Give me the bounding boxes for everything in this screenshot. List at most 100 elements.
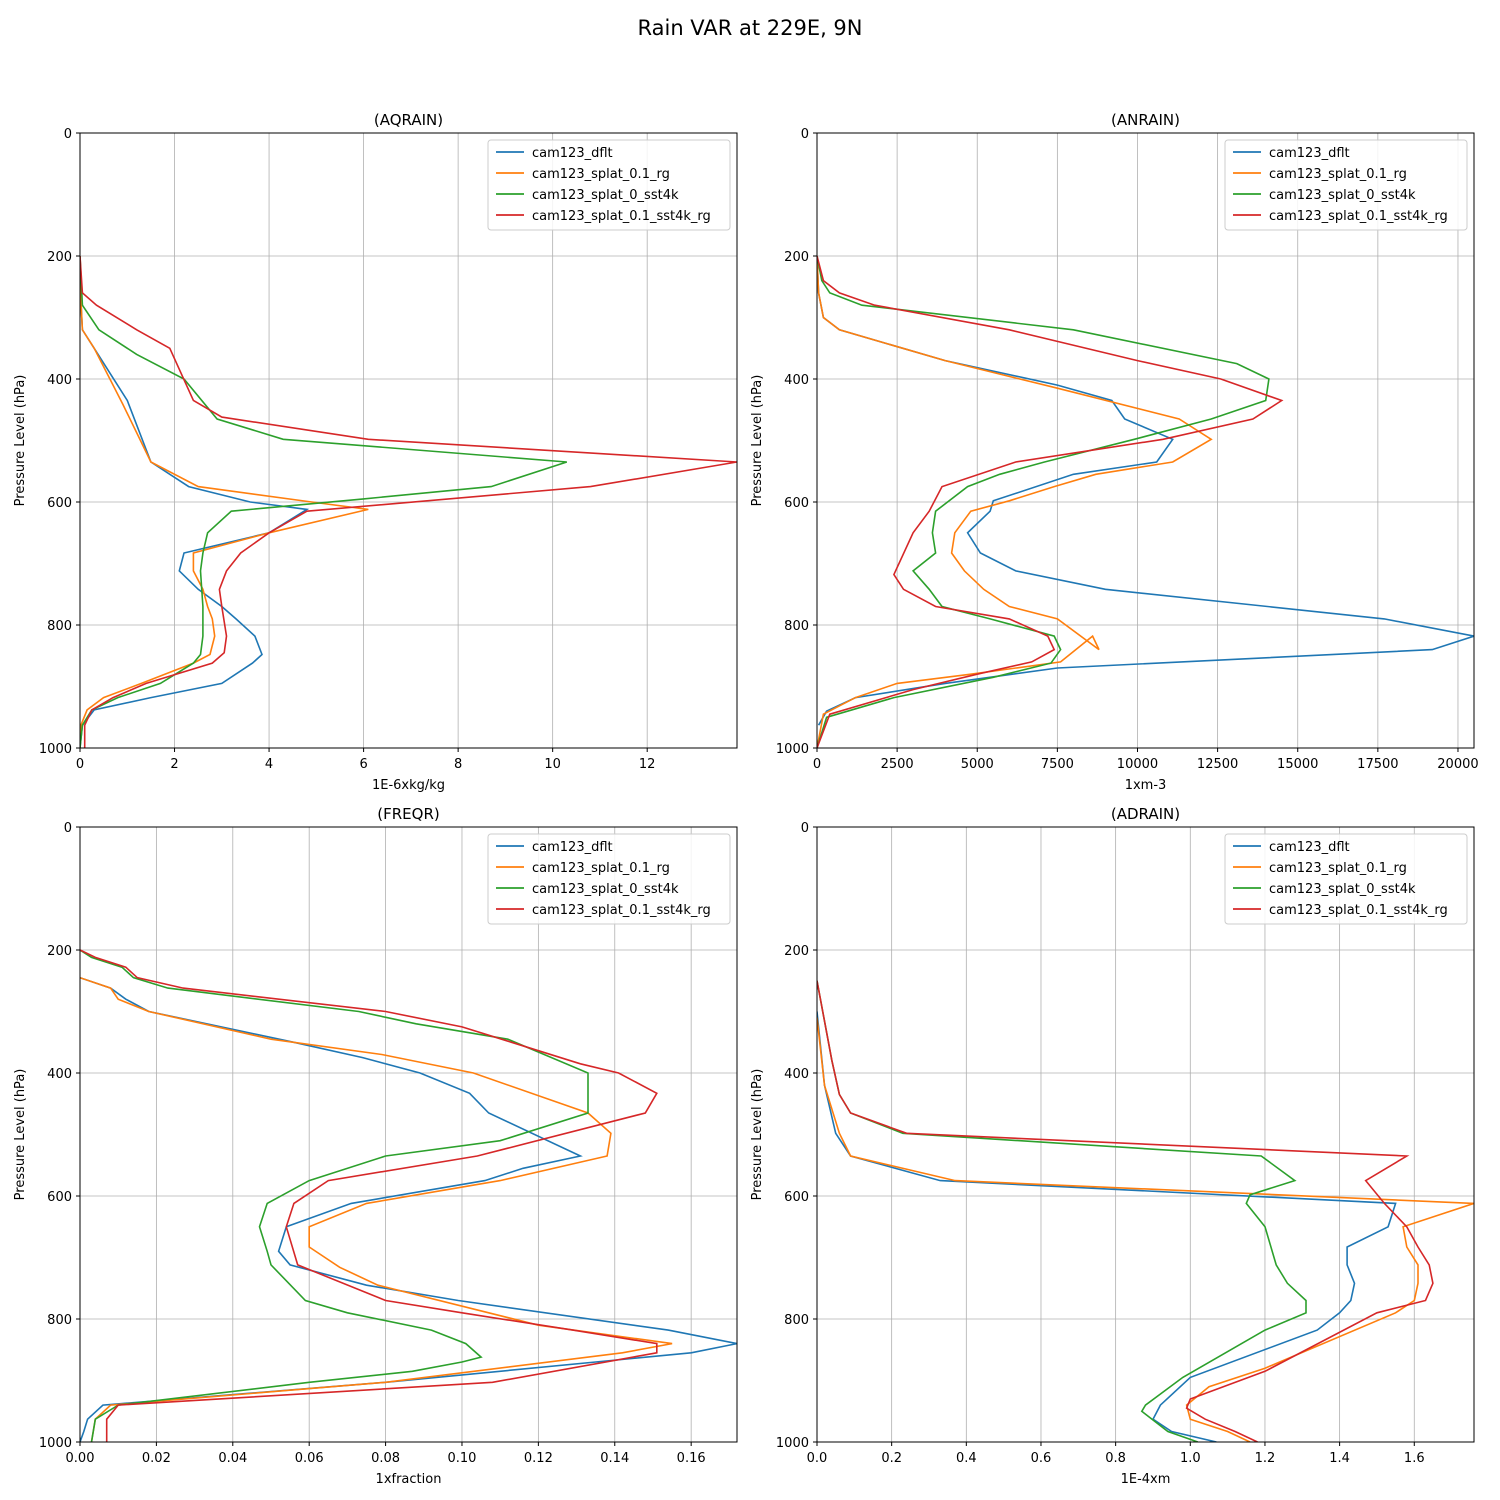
- series-line: [80, 976, 673, 1442]
- x-tick-label: 0.12: [524, 1451, 553, 1466]
- legend-box: [487, 139, 731, 231]
- legend-box: [1224, 833, 1468, 925]
- legend-label: cam123_splat_0.1_rg: [532, 167, 670, 182]
- y-axis-label: Pressure Level (hPa): [13, 1069, 28, 1201]
- y-tick-label: 200: [784, 250, 809, 265]
- legend-label: cam123_splat_0.1_sst4k_rg: [532, 209, 711, 224]
- legend-label: cam123_dflt: [532, 840, 613, 855]
- axes-frame: [816, 132, 1475, 749]
- y-axis-label: Pressure Level (hPa): [750, 1069, 765, 1201]
- y-tick-label: 800: [47, 1313, 72, 1328]
- panel-title: (AQRAIN): [374, 111, 443, 129]
- x-tick-label: 10: [544, 757, 561, 772]
- panel-title: (ADRAIN): [1111, 805, 1180, 823]
- x-tick-label: 17500: [1357, 757, 1398, 772]
- y-tick-label: 1000: [776, 1436, 809, 1451]
- x-tick-label: 0.06: [295, 1451, 324, 1466]
- x-tick-label: 10000: [1117, 757, 1158, 772]
- y-tick-label: 800: [784, 1313, 809, 1328]
- x-tick-label: 0.10: [448, 1451, 477, 1466]
- y-tick-label: 0: [801, 821, 809, 836]
- y-tick-label: 0: [64, 821, 72, 836]
- x-tick-label: 6: [359, 757, 367, 772]
- y-axis-label: Pressure Level (hPa): [750, 375, 765, 507]
- legend: cam123_dflt cam123_splat_0.1_rg cam123_spl…: [487, 833, 731, 925]
- x-tick-label: 0: [813, 757, 821, 772]
- x-tick-label: 1.6: [1404, 1451, 1425, 1466]
- panel-title: (ANRAIN): [1111, 111, 1180, 129]
- legend-label: cam123_splat_0_sst4k: [532, 882, 679, 897]
- x-tick-label: 12: [639, 757, 656, 772]
- series-line: [817, 980, 1307, 1442]
- y-tick-label: 600: [47, 496, 72, 511]
- x-tick-label: 0.2: [881, 1451, 902, 1466]
- series-line: [817, 255, 1270, 748]
- legend-label: cam123_splat_0.1_sst4k_rg: [1269, 209, 1448, 224]
- x-tick-label: 0.02: [142, 1451, 171, 1466]
- x-tick-label: 4: [265, 757, 273, 772]
- y-tick-label: 200: [47, 250, 72, 265]
- y-tick-label: 600: [47, 1190, 72, 1205]
- y-tick-label: 800: [784, 619, 809, 634]
- y-tick-label: 600: [784, 496, 809, 511]
- x-tick-label: 0.04: [218, 1451, 247, 1466]
- x-tick-label: 2: [170, 757, 178, 772]
- x-tick-label: 1.0: [1180, 1451, 1201, 1466]
- x-tick-label: 12500: [1197, 757, 1238, 772]
- y-tick-label: 600: [784, 1190, 809, 1205]
- x-tick-label: 2500: [881, 757, 914, 772]
- y-tick-label: 1000: [39, 742, 72, 757]
- series-line: [80, 255, 568, 748]
- x-tick-label: 0: [76, 757, 84, 772]
- legend-label: cam123_dflt: [532, 146, 613, 161]
- legend-label: cam123_splat_0.1_sst4k_rg: [1269, 903, 1448, 918]
- axes-frame: [79, 132, 738, 749]
- x-tick-label: 0.0: [807, 1451, 828, 1466]
- y-tick-label: 0: [64, 127, 72, 142]
- axes-frame: [816, 826, 1475, 1443]
- chart-panel: 0 2 4 6 8 10 12 0 200 400 600 800 1000 (AQRAIN) 1E-6xk…: [13, 111, 738, 793]
- axes-frame: [79, 826, 738, 1443]
- series-line: [80, 255, 737, 748]
- legend-label: cam123_splat_0_sst4k: [532, 188, 679, 203]
- series-line: [817, 1017, 1474, 1442]
- series-line: [80, 255, 310, 748]
- x-tick-label: 15000: [1277, 757, 1318, 772]
- x-axis-label: 1xfraction: [376, 1472, 442, 1487]
- x-axis-label: 1E-4xm: [1121, 1472, 1171, 1487]
- x-tick-label: 0.4: [956, 1451, 977, 1466]
- x-tick-label: 0.8: [1105, 1451, 1126, 1466]
- x-tick-label: 0.6: [1031, 1451, 1052, 1466]
- x-tick-label: 0.14: [600, 1451, 629, 1466]
- legend-label: cam123_splat_0_sst4k: [1269, 188, 1416, 203]
- legend-label: cam123_dflt: [1269, 146, 1350, 161]
- series-line: [817, 255, 1284, 748]
- figure-title: Rain VAR at 229E, 9N: [637, 16, 863, 40]
- series-line: [80, 949, 589, 1442]
- y-tick-label: 400: [47, 373, 72, 388]
- legend: cam123_dflt cam123_splat_0.1_rg cam123_spl…: [1224, 139, 1468, 231]
- y-tick-label: 200: [47, 944, 72, 959]
- y-tick-label: 0: [801, 127, 809, 142]
- series-line: [80, 949, 658, 1442]
- legend-label: cam123_splat_0.1_rg: [1269, 167, 1407, 182]
- x-axis-label: 1E-6xkg/kg: [372, 778, 445, 793]
- y-axis-label: Pressure Level (hPa): [13, 375, 28, 507]
- chart-panel: 0.00 0.02 0.04 0.06 0.08 0.10 0.12 0.14 0.16 0 200…: [13, 805, 738, 1487]
- y-tick-label: 1000: [776, 742, 809, 757]
- x-tick-label: 5000: [961, 757, 994, 772]
- x-tick-label: 1.2: [1255, 1451, 1276, 1466]
- legend: cam123_dflt cam123_splat_0.1_rg cam123_spl…: [487, 139, 731, 231]
- y-tick-label: 1000: [39, 1436, 72, 1451]
- legend-label: cam123_splat_0.1_rg: [532, 861, 670, 876]
- x-tick-label: 7500: [1041, 757, 1074, 772]
- x-tick-label: 0.00: [66, 1451, 95, 1466]
- series-line: [817, 980, 1434, 1442]
- chart-panel: 0 2500 5000 7500 10000 12500 15000 17500 20000 0 2…: [750, 111, 1479, 793]
- series-line: [80, 976, 737, 1442]
- x-axis-label: 1xm-3: [1125, 778, 1167, 793]
- y-tick-label: 800: [47, 619, 72, 634]
- x-tick-label: 0.08: [371, 1451, 400, 1466]
- series-line: [80, 255, 369, 748]
